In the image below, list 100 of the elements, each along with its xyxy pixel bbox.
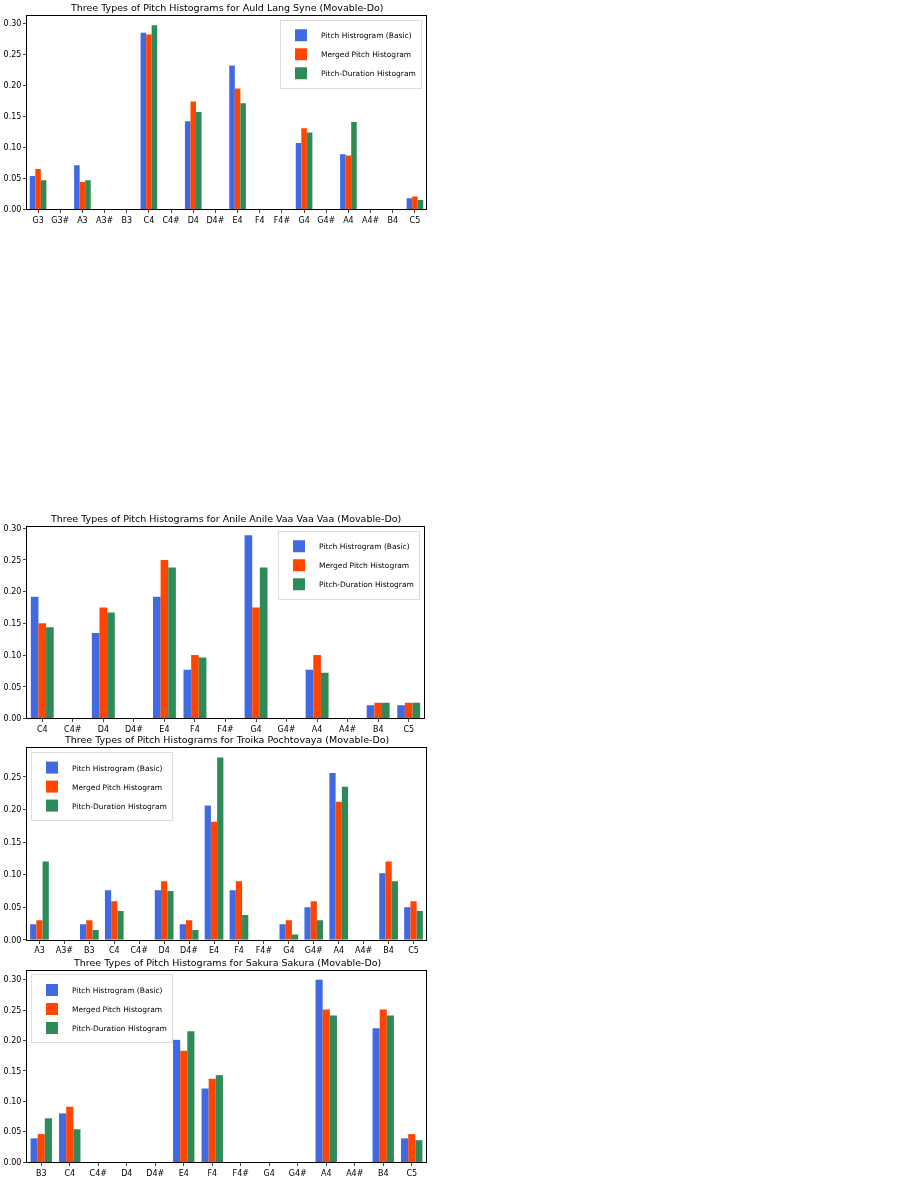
- bar: [146, 34, 152, 210]
- bar: [401, 1138, 409, 1163]
- x-tick-label: E4: [159, 725, 170, 735]
- x-tick-label: C4: [36, 725, 48, 735]
- y-tick-label: 0.25: [3, 50, 22, 60]
- bar: [320, 672, 329, 719]
- chart-title: Three Types of Pitch Histograms for Sakura Sakura (Movable-Do): [73, 957, 382, 968]
- bar: [215, 1075, 223, 1163]
- x-tick-label: A4#: [339, 725, 357, 735]
- chart-title: Three Types of Pitch Histograms for Troika Pochtovaya (Movable-Do): [64, 734, 390, 745]
- bar: [185, 920, 193, 940]
- x-tick-label: C5: [408, 946, 419, 956]
- x-tick-label: E4: [232, 216, 243, 226]
- bar: [44, 1118, 52, 1163]
- x-tick-label: B4: [372, 725, 384, 735]
- bar: [244, 535, 253, 719]
- y-tick-label: 0.20: [3, 805, 22, 815]
- x-tick-label: F4: [207, 1168, 218, 1178]
- bar: [229, 65, 235, 210]
- bar: [217, 757, 224, 940]
- bar: [91, 632, 100, 719]
- bar: [46, 627, 54, 719]
- bar: [73, 1129, 81, 1163]
- bar: [161, 881, 168, 940]
- bar: [404, 702, 413, 719]
- x-tick-label: C4: [143, 216, 155, 226]
- bar: [66, 1106, 74, 1163]
- bar: [180, 1050, 188, 1163]
- bar: [140, 32, 147, 210]
- bar: [415, 1140, 423, 1163]
- bar: [167, 890, 174, 940]
- x-tick-label: D4#: [124, 725, 144, 735]
- bar: [86, 920, 93, 940]
- bar: [340, 154, 346, 210]
- bar: [208, 1078, 216, 1163]
- x-tick-label: A4: [333, 946, 344, 956]
- x-tick-label: C4#: [89, 1168, 108, 1178]
- bar: [85, 180, 91, 210]
- y-tick-label: 0.15: [3, 1066, 22, 1076]
- bar: [315, 979, 323, 1163]
- x-tick-label: F4: [254, 216, 265, 226]
- chart-title: Three Types of Pitch Histograms for Anile Anile Vaa Vaa Vaa (Movable-Do): [50, 513, 402, 524]
- x-tick-label: G4: [250, 725, 262, 735]
- x-tick-label: D4: [121, 1168, 133, 1178]
- y-tick-label: 0.25: [3, 555, 22, 565]
- y-tick-label: 0.25: [3, 1005, 22, 1015]
- bar: [229, 890, 236, 940]
- bar: [37, 1134, 45, 1163]
- x-tick-label: A3: [34, 946, 45, 956]
- y-tick-label: 0.05: [3, 174, 22, 184]
- bar: [386, 1015, 394, 1163]
- x-tick-label: F4: [234, 946, 244, 956]
- x-tick-label: G4: [283, 946, 295, 956]
- bar: [252, 607, 260, 719]
- x-tick-label: A4#: [355, 946, 373, 956]
- bar: [59, 1113, 67, 1163]
- x-tick-label: B4: [383, 946, 394, 956]
- bar: [40, 180, 47, 210]
- bar: [111, 901, 118, 940]
- y-tick-label: 0.20: [3, 587, 22, 597]
- bar: [310, 901, 317, 940]
- bar: [234, 88, 241, 210]
- bar: [79, 924, 87, 940]
- y-tick-label: 0.30: [3, 975, 22, 985]
- x-tick-label: G4#: [304, 946, 324, 956]
- bar: [285, 920, 292, 940]
- y-tick-label: 0.05: [3, 1127, 22, 1137]
- x-tick-label: D4: [97, 725, 109, 735]
- bar: [345, 155, 352, 210]
- x-tick-label: A3: [77, 216, 88, 226]
- bar: [335, 801, 342, 940]
- bar: [107, 612, 115, 719]
- bar: [152, 596, 161, 719]
- bar: [184, 121, 191, 210]
- y-tick-label: 0.15: [3, 619, 22, 629]
- bar: [316, 920, 324, 940]
- x-tick-label: C5: [409, 216, 421, 226]
- x-tick-label: C5: [406, 1168, 418, 1178]
- bar: [210, 821, 218, 940]
- bar: [341, 786, 349, 940]
- bar: [351, 121, 357, 210]
- bar: [305, 669, 314, 719]
- bar: [196, 112, 202, 210]
- bar: [173, 1039, 181, 1163]
- bar: [30, 596, 39, 719]
- bar: [35, 169, 41, 210]
- bar: [329, 1015, 337, 1163]
- y-tick-label: 0.00: [3, 935, 22, 945]
- y-tick-label: 0.05: [3, 903, 22, 913]
- bar: [30, 1138, 38, 1163]
- bar: [313, 655, 321, 719]
- bar: [382, 702, 390, 719]
- bar: [279, 924, 286, 940]
- bar: [117, 911, 124, 940]
- bar: [242, 915, 249, 940]
- bar: [183, 669, 192, 719]
- bar: [160, 559, 169, 719]
- x-tick-label: C5: [403, 725, 415, 735]
- bar: [198, 657, 207, 719]
- y-tick-label: 0.20: [3, 81, 22, 91]
